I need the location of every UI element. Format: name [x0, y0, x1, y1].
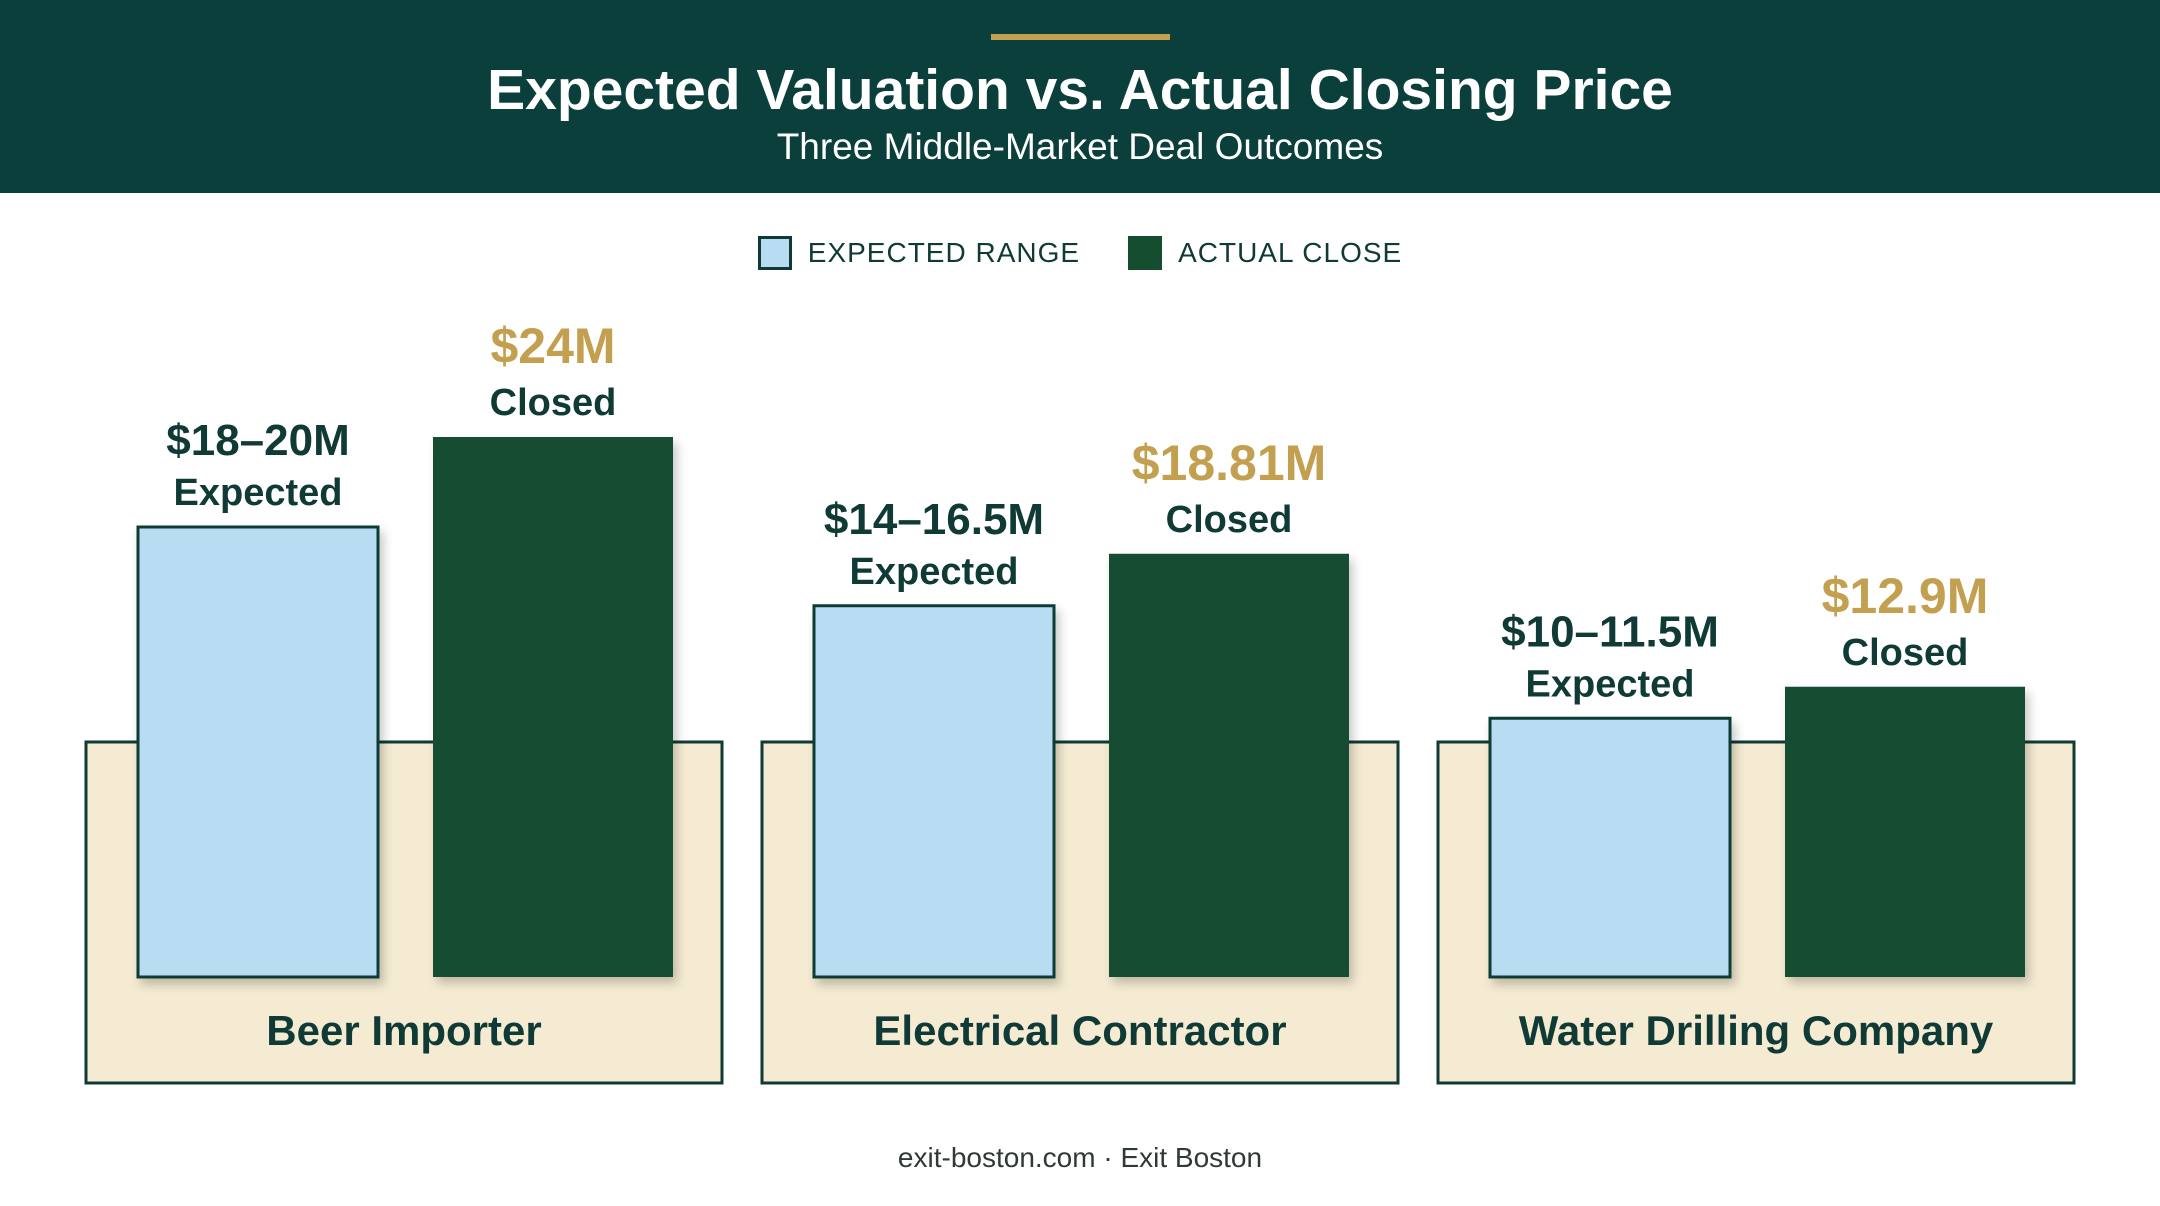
legend-swatch-expected [757, 236, 792, 270]
bar-actual [433, 437, 673, 977]
bar-expected [136, 525, 380, 979]
data-label-expected-caption: Expected [1526, 663, 1695, 705]
legend-item-actual: ACTUAL CLOSE [1128, 235, 1402, 271]
data-label-actual-caption: Closed [1166, 499, 1293, 541]
legend-item-expected: EXPECTED RANGE [757, 235, 1081, 271]
bar-actual [1785, 686, 2025, 977]
accent-line [991, 34, 1170, 40]
legend: EXPECTED RANGE ACTUAL CLOSE [0, 230, 2160, 276]
data-label-expected-caption: Expected [174, 472, 343, 514]
legend-swatch-actual [1128, 236, 1163, 270]
data-label-expected-caption: Expected [850, 551, 1019, 593]
data-label-expected-value: $18–20M [166, 416, 349, 465]
legend-label-actual: ACTUAL CLOSE [1178, 237, 1403, 268]
bar-expected [812, 604, 1056, 979]
footer-source: exit-boston.com · Exit Boston [897, 1142, 1263, 1173]
data-label-actual-caption: Closed [1842, 632, 1969, 674]
category-label: Beer Importer [266, 1007, 541, 1054]
data-label-actual-value: $18.81M [1132, 435, 1327, 491]
bar-expected [1488, 716, 1732, 979]
chart-subtitle: Three Middle-Market Deal Outcomes [776, 126, 1384, 167]
data-label-actual-value: $24M [490, 318, 615, 374]
bar-actual [1109, 553, 1349, 977]
data-label-actual-value: $12.9M [1822, 568, 1989, 624]
data-label-expected-value: $10–11.5M [1501, 607, 1719, 656]
header-banner: Expected Valuation vs. Actual Closing Pr… [0, 0, 2160, 193]
category-label: Electrical Contractor [873, 1007, 1286, 1054]
category-label: Water Drilling Company [1519, 1007, 1994, 1054]
data-label-expected-value: $14–16.5M [824, 495, 1044, 544]
data-label-actual-caption: Closed [490, 382, 617, 424]
legend-label-expected: EXPECTED RANGE [807, 237, 1081, 268]
chart-title: Expected Valuation vs. Actual Closing Pr… [487, 58, 1673, 122]
